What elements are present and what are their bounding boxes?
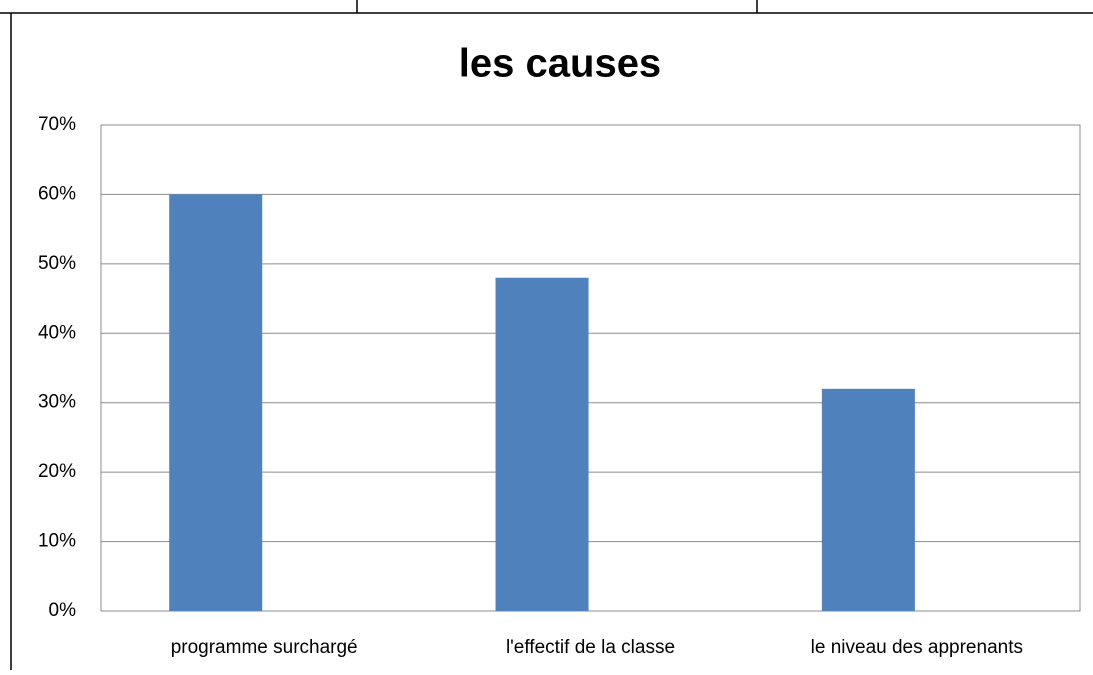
y-tick-label: 0% bbox=[49, 600, 77, 621]
y-tick-label: 60% bbox=[38, 183, 76, 204]
y-tick-label: 50% bbox=[38, 253, 76, 274]
y-tick-label: 10% bbox=[38, 531, 76, 552]
bar bbox=[821, 388, 915, 611]
y-tick-label: 30% bbox=[38, 392, 76, 413]
plot-border bbox=[100, 124, 1081, 612]
bar bbox=[495, 277, 589, 611]
x-tick-label: programme surchargé bbox=[171, 637, 358, 658]
x-tick-label: le niveau des apprenants bbox=[811, 637, 1023, 658]
chart-title: les causes bbox=[459, 42, 661, 86]
y-tick-label: 70% bbox=[38, 114, 76, 135]
bar bbox=[169, 194, 263, 611]
y-tick-label: 40% bbox=[38, 322, 76, 343]
x-tick-label: l'effectif de la classe bbox=[506, 637, 675, 658]
y-tick-label: 20% bbox=[38, 461, 76, 482]
